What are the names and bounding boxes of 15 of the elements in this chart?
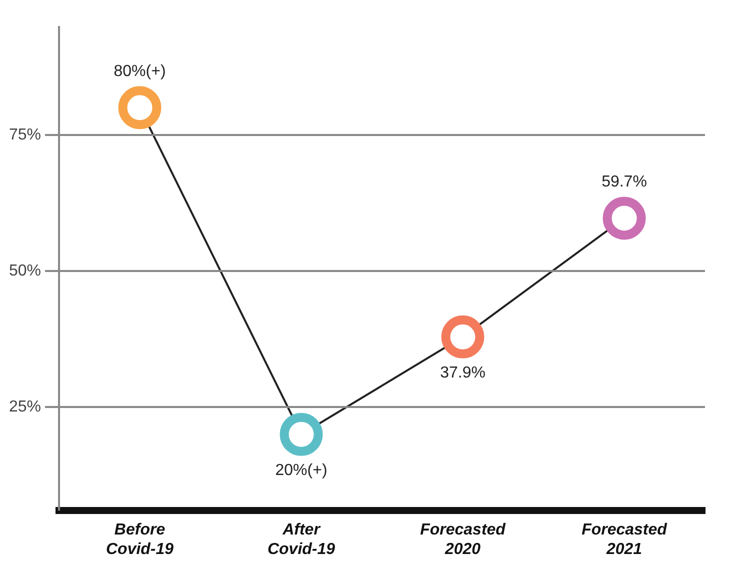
y-tick-label: 75% [8, 126, 42, 144]
x-tick-label: Before Covid-19 [106, 522, 174, 558]
point [280, 412, 323, 456]
data-label: 37.9% [440, 364, 486, 382]
x-tick-label: Forecasted 2021 [582, 522, 668, 558]
point [602, 196, 646, 240]
point [441, 315, 484, 358]
point [118, 86, 162, 130]
x-tick-label: Forecasted 2020 [420, 522, 507, 558]
y-tick-label: 50% [8, 262, 42, 280]
y-tick-label: 25% [8, 398, 42, 416]
data-label: 20%(+) [275, 462, 328, 479]
x-tick-label: After Covid-19 [267, 522, 336, 558]
data-label: 80%(+) [114, 63, 166, 80]
data-label: 59.7% [602, 174, 647, 191]
